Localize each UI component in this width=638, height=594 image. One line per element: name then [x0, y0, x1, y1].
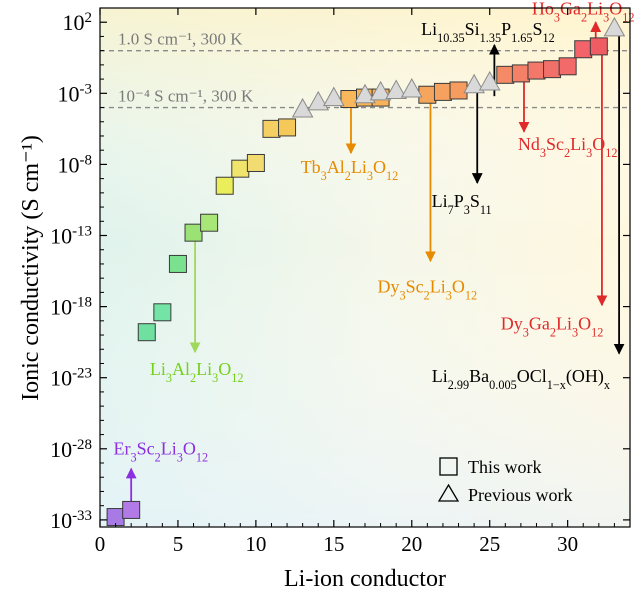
compound-label: Li7P3S11: [432, 191, 492, 217]
compound-label: Dy3Sc2Li3O12: [378, 276, 478, 302]
triangle-marker: [400, 78, 423, 98]
x-axis-label: Li-ion conductor: [284, 566, 446, 592]
y-tick-label: 10-28: [50, 437, 92, 462]
y-tick-label: 10-23: [50, 366, 92, 391]
square-marker: [137, 323, 156, 342]
square-marker: [558, 57, 577, 76]
axis-ticks: 0 5 10 15 20 25 30 102 10-3 10-8 10-13 10-18 10-23 10…: [50, 7, 630, 556]
legend-triangle-marker: [437, 483, 460, 502]
square-marker: [153, 303, 172, 322]
compound-label: Nd3Sc2Li3O12: [518, 134, 618, 160]
square-marker: [262, 119, 281, 138]
y-tick-label: 10-13: [50, 224, 92, 249]
y-axis-label: Ionic conductivity (S cm⁻¹): [18, 135, 44, 401]
triangle-marker: [307, 90, 330, 111]
triangle-marker: [369, 80, 392, 101]
square-marker: [527, 61, 546, 80]
x-tick-label: 30: [557, 532, 578, 556]
triangle-marker: [385, 79, 408, 99]
compound-label: Tb3Al2Li3O12: [301, 157, 399, 183]
legend-square-marker: [439, 457, 458, 476]
square-marker: [449, 81, 468, 100]
y-tick-label: 10-3: [58, 81, 92, 106]
square-marker: [184, 223, 203, 242]
legend: This work Previous work: [437, 457, 573, 505]
compound-label: Er3Sc2Li3O12: [113, 438, 208, 464]
x-tick-label: 20: [401, 532, 422, 556]
square-marker: [231, 159, 250, 178]
triangle-marker: [322, 86, 345, 107]
legend-label-previous-work: Previous work: [468, 485, 573, 505]
x-tick-label: 0: [95, 532, 106, 556]
legend-label-this-work: This work: [468, 457, 542, 477]
reference-line-label: 10⁻⁴ S cm⁻¹, 300 K: [118, 87, 254, 106]
square-marker: [496, 65, 515, 84]
square-marker: [433, 82, 452, 101]
y-tick-label: 10-8: [58, 152, 92, 177]
triangle-marker: [291, 97, 314, 118]
square-marker: [122, 500, 141, 519]
x-tick-label: 10: [245, 532, 266, 556]
reference-lines: 1.0 S cm⁻¹, 300 K 10⁻⁴ S cm⁻¹, 300 K: [100, 30, 630, 109]
square-marker: [168, 254, 187, 273]
reference-line-label: 1.0 S cm⁻¹, 300 K: [118, 30, 243, 49]
triangle-marker: [603, 16, 626, 37]
square-marker: [106, 508, 125, 527]
x-tick-label: 15: [323, 532, 344, 556]
square-marker: [246, 153, 265, 172]
compound-label: Ho3Ga2Li3O12: [532, 0, 635, 24]
x-tick-label: 25: [479, 532, 500, 556]
square-marker: [574, 40, 593, 59]
compound-label: Dy3Ga2Li3O12: [501, 313, 604, 339]
y-tick-label: 10-18: [50, 295, 92, 320]
triangle-marker: [354, 83, 376, 104]
square-marker: [200, 213, 219, 232]
y-tick-label: 102: [63, 10, 92, 35]
compound-label: Li3Al2Li3O12: [150, 359, 244, 385]
square-marker: [215, 176, 234, 195]
triangle-marker: [463, 73, 485, 94]
data-markers: [106, 16, 626, 527]
square-marker: [511, 64, 530, 83]
y-tick-label: 10-33: [50, 508, 92, 533]
x-tick-label: 5: [173, 532, 184, 556]
square-marker: [589, 37, 608, 56]
triangle-marker: [478, 70, 501, 91]
square-marker: [278, 118, 297, 137]
square-marker: [543, 60, 562, 79]
compound-label: Li2.99Ba0.005OCl1−x(OH)x: [432, 366, 610, 392]
square-marker: [418, 85, 437, 104]
compound-label: Li10.35Si1.35P1.65S12: [421, 19, 555, 45]
